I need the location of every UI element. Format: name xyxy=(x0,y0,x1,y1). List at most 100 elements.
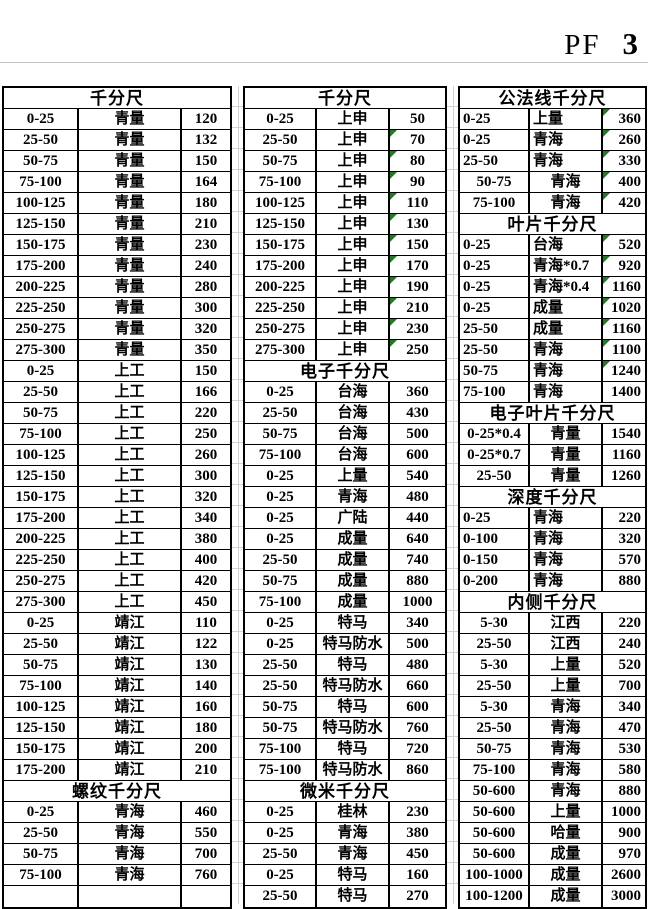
table-row: 0-25 桂林 230 xyxy=(245,802,445,823)
range-cell: 0-25 xyxy=(245,382,317,402)
price-cell: 220 xyxy=(618,509,642,526)
table-row: 175-200 靖江 210 xyxy=(4,760,230,781)
price-cell: 250 xyxy=(194,425,218,442)
price-cell: 500 xyxy=(406,635,429,652)
range-cell: 0-25 xyxy=(460,508,530,528)
brand-cell: 特马防水 xyxy=(317,760,390,780)
section-title: 电子千分尺 xyxy=(300,361,390,381)
table-row: 50-75 成量 880 xyxy=(245,571,445,592)
brand-cell: 青量 xyxy=(79,235,182,255)
range-cell: 0-25 xyxy=(245,634,317,654)
range-cell: 25-50 xyxy=(460,466,530,486)
brand-cell: 青海 xyxy=(530,718,603,738)
price-cell: 920 xyxy=(603,256,645,276)
brand-cell: 特马 xyxy=(317,739,390,759)
brand-cell: 青海 xyxy=(530,697,603,717)
table-row: 150-175 青量 230 xyxy=(4,235,230,256)
table-row: 25-50 特马防水 660 xyxy=(245,676,445,697)
brand-cell: 青量 xyxy=(79,151,182,171)
price-cell: 280 xyxy=(194,278,218,295)
brand-cell: 特马 xyxy=(317,613,390,633)
price-cell: 440 xyxy=(406,509,429,526)
table-row: 225-250 上工 400 xyxy=(4,550,230,571)
price-cell: 250 xyxy=(390,340,445,360)
brand-cell: 上工 xyxy=(79,571,182,591)
price-cell: 880 xyxy=(618,782,642,799)
brand-cell: 成量 xyxy=(317,529,390,549)
price-cell: 480 xyxy=(406,488,429,505)
brand-cell: 靖江 xyxy=(79,655,182,675)
table-row: 275-300 上工 450 xyxy=(4,592,230,613)
page-header: PF 3 xyxy=(564,26,638,62)
price-cell: 210 xyxy=(194,215,218,232)
brand-cell: 上申 xyxy=(317,256,390,276)
brand-cell: 上申 xyxy=(317,109,390,129)
table-row: 50-600 青海 880 xyxy=(460,781,645,802)
table-row: 50-75 靖江 130 xyxy=(4,655,230,676)
range-cell: 0-25 xyxy=(245,466,317,486)
table-row: 0-25*0.7 青量 1160 xyxy=(460,445,645,466)
section-title: 螺纹千分尺 xyxy=(72,781,162,801)
brand-cell: 成量 xyxy=(317,592,390,612)
range-cell: 200-225 xyxy=(4,277,79,297)
brand-cell: 靖江 xyxy=(79,739,182,759)
price-cell: 460 xyxy=(194,803,218,820)
table-row: 250-275 上申 230 xyxy=(245,319,445,340)
range-cell: 75-100 xyxy=(460,760,530,780)
price-cell: 1540 xyxy=(611,425,641,442)
price-cell: 300 xyxy=(194,299,218,316)
price-cell: 200 xyxy=(194,740,218,757)
table-row: 75-100 特马 720 xyxy=(245,739,445,760)
brand-cell: 上量 xyxy=(530,109,603,129)
price-cell: 210 xyxy=(194,761,218,778)
table-row: 25-50 青海 450 xyxy=(245,844,445,865)
table-row: 200-225 青量 280 xyxy=(4,277,230,298)
range-cell: 75-100 xyxy=(245,592,317,612)
range-cell: 0-25 xyxy=(245,613,317,633)
brand-cell: 特马 xyxy=(317,865,390,885)
range-cell: 25-50 xyxy=(245,886,317,907)
range-cell: 0-25*0.4 xyxy=(460,424,530,444)
price-cell: 320 xyxy=(618,530,642,547)
price-cell: 340 xyxy=(618,698,642,715)
section-header-row: 公法线千分尺 xyxy=(460,88,645,109)
price-cell: 900 xyxy=(618,824,642,841)
table-row: 0-25 靖江 110 xyxy=(4,613,230,634)
range-cell: 50-75 xyxy=(245,424,317,444)
table-row: 25-50 特马 270 xyxy=(245,886,445,907)
range-cell: 0-25*0.7 xyxy=(460,445,530,465)
header-divider-line xyxy=(0,62,648,63)
table-row: 75-100 靖江 140 xyxy=(4,676,230,697)
range-cell: 275-300 xyxy=(4,340,79,360)
table-row: 150-175 上工 320 xyxy=(4,487,230,508)
price-cell: 120 xyxy=(194,110,218,127)
price-cell: 110 xyxy=(390,193,445,213)
table-row: 125-150 靖江 180 xyxy=(4,718,230,739)
price-cell: 360 xyxy=(603,109,645,129)
table-row: 50-75 台海 500 xyxy=(245,424,445,445)
brand-cell: 上工 xyxy=(79,445,182,465)
brand-cell: 青海*0.4 xyxy=(530,277,603,297)
table-row: 0-25 台海 360 xyxy=(245,382,445,403)
brand-cell: 台海 xyxy=(317,424,390,444)
price-cell: 180 xyxy=(194,719,218,736)
range-cell: 25-50 xyxy=(4,634,79,654)
price-cell: 500 xyxy=(406,425,429,442)
table-row: 250-275 青量 320 xyxy=(4,319,230,340)
brand-cell: 特马 xyxy=(317,697,390,717)
micrometer-table-right: 公法线千分尺 0-25 上量 360 0-25 青海 260 25-50 青海 330 50-75 青… xyxy=(458,86,647,909)
range-cell: 150-175 xyxy=(245,235,317,255)
range-cell: 5-30 xyxy=(460,613,530,633)
table-row: 0-25 特马防水 500 xyxy=(245,634,445,655)
brand-cell: 台海 xyxy=(317,445,390,465)
brand-cell: 台海 xyxy=(530,235,603,255)
brand-cell: 成量 xyxy=(530,844,603,864)
table-row xyxy=(4,886,230,907)
page-number: 3 xyxy=(622,26,639,61)
table-row: 125-150 上申 130 xyxy=(245,214,445,235)
range-cell: 50-75 xyxy=(4,655,79,675)
table-row: 50-75 特马 600 xyxy=(245,697,445,718)
range-cell: 0-25 xyxy=(245,865,317,885)
table-row: 75-100 成量 1000 xyxy=(245,592,445,613)
brand-cell: 上工 xyxy=(79,466,182,486)
